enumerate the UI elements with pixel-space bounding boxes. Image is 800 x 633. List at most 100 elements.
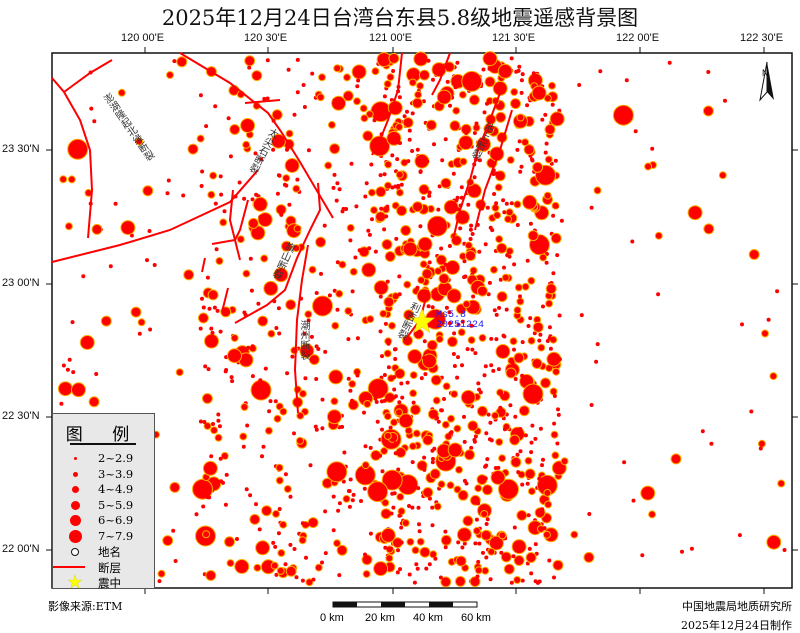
- scale-label: 40 km: [413, 612, 443, 624]
- earthquake-point: [464, 449, 475, 461]
- earthquake-point: [552, 575, 556, 580]
- earthquake-point: [515, 452, 520, 457]
- earthquake-point: [162, 535, 174, 547]
- earthquake-point: [470, 347, 475, 352]
- earthquake-point: [120, 220, 136, 236]
- earthquake-point: [495, 235, 504, 244]
- earthquake-point: [378, 453, 383, 458]
- earthquake-layer: [57, 51, 787, 588]
- fault-line: [51, 77, 94, 239]
- earthquake-point: [346, 337, 351, 342]
- earthquake-point: [544, 260, 549, 265]
- earthquake-point: [57, 381, 73, 397]
- earthquake-point: [385, 554, 394, 563]
- earthquake-point: [207, 190, 216, 199]
- earthquake-point: [277, 507, 282, 511]
- earthquake-point: [383, 349, 392, 358]
- earthquake-point: [505, 208, 514, 217]
- earthquake-point: [409, 389, 418, 398]
- earthquake-point: [444, 305, 449, 310]
- earthquake-point: [406, 537, 415, 546]
- earthquake-point: [247, 65, 252, 70]
- earthquake-point: [514, 283, 523, 292]
- earthquake-point: [157, 569, 166, 578]
- fault-line: [228, 189, 241, 261]
- earthquake-point: [200, 169, 205, 174]
- earthquake-point: [740, 322, 744, 327]
- fault-line: [474, 109, 513, 231]
- earthquake-point: [302, 331, 307, 336]
- earthquake-point: [181, 193, 186, 198]
- earthquake-point: [270, 133, 286, 149]
- earthquake-point: [559, 218, 564, 223]
- earthquake-point: [272, 509, 280, 518]
- earthquake-point: [494, 543, 499, 548]
- earthquake-point: [215, 308, 220, 313]
- earthquake-point: [441, 420, 450, 429]
- epicenter-date: 20251224: [436, 320, 485, 331]
- earthquake-point: [670, 453, 682, 465]
- earthquake-point: [251, 70, 263, 82]
- earthquake-point: [427, 323, 432, 328]
- earthquake-point: [452, 364, 457, 368]
- fault-line: [211, 199, 249, 245]
- earthquake-point: [510, 361, 515, 366]
- legend-symbol-icon: [65, 529, 85, 544]
- earthquake-point: [469, 576, 481, 588]
- earthquake-point: [517, 64, 522, 69]
- fault-line: [452, 92, 501, 241]
- earthquake-point: [525, 481, 530, 486]
- earthquake-point: [375, 419, 380, 424]
- earthquake-point: [459, 157, 468, 166]
- earthquake-point: [335, 260, 340, 265]
- earthquake-point: [205, 275, 210, 280]
- epicenter-star-icon[interactable]: [408, 308, 436, 334]
- earthquake-point: [242, 310, 247, 315]
- earthquake-point: [440, 177, 452, 189]
- earthquake-point: [378, 385, 383, 390]
- earthquake-point: [300, 521, 305, 526]
- earthquake-point: [516, 297, 525, 306]
- earthquake-point: [510, 98, 521, 110]
- earthquake-point: [496, 242, 508, 254]
- earthquake-point: [589, 205, 594, 210]
- earthquake-point: [473, 351, 478, 356]
- earthquake-point: [476, 381, 481, 386]
- earthquake-point: [667, 60, 672, 65]
- earthquake-point: [367, 232, 372, 237]
- earthquake-point: [518, 294, 522, 299]
- earthquake-point: [529, 571, 534, 576]
- fault-line: [179, 52, 334, 219]
- earthquake-point: [492, 308, 497, 313]
- earthquake-point: [113, 201, 118, 206]
- earthquake-point: [423, 372, 428, 377]
- x-tick-label: 121 00'E: [369, 32, 413, 44]
- earthquake-point: [148, 327, 153, 332]
- earthquake-point: [271, 147, 276, 152]
- earthquake-point: [419, 546, 431, 558]
- earthquake-point: [524, 456, 533, 465]
- earthquake-point: [555, 441, 560, 446]
- earthquake-point: [249, 513, 261, 525]
- earthquake-point: [468, 237, 473, 241]
- earthquake-point: [443, 545, 448, 550]
- earthquake-point: [331, 321, 340, 330]
- earthquake-point: [323, 349, 328, 354]
- earthquake-point: [761, 329, 769, 338]
- earthquake-point: [749, 409, 754, 414]
- earthquake-point: [337, 547, 342, 552]
- earthquake-point: [130, 306, 142, 318]
- earthquake-point: [389, 511, 394, 516]
- earthquake-point: [453, 424, 462, 433]
- earthquake-point: [384, 160, 393, 169]
- earthquake-point: [285, 371, 290, 376]
- earthquake-point: [108, 264, 113, 269]
- earthquake-point: [489, 438, 494, 443]
- earthquake-point: [306, 318, 311, 323]
- earthquake-point: [513, 414, 518, 419]
- earthquake-point: [274, 572, 279, 577]
- earthquake-point: [382, 373, 387, 377]
- earthquake-point: [418, 170, 423, 174]
- earthquake-point: [361, 554, 373, 566]
